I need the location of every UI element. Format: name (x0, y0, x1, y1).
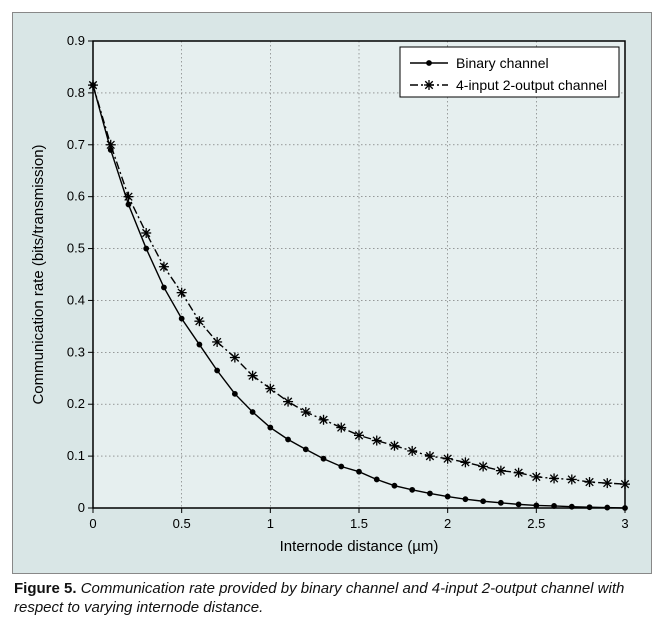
svg-text:2.5: 2.5 (527, 516, 545, 531)
svg-text:2: 2 (444, 516, 451, 531)
figure-panel: 0 0.1 0.2 0.3 0.4 0.5 0.6 0.7 0.8 0.9 0 0.5 1 1.5 2 2.5… (12, 12, 652, 574)
caption-text: Communication rate provided by binary ch… (14, 580, 624, 616)
svg-text:0: 0 (78, 500, 85, 515)
svg-text:0.2: 0.2 (67, 396, 85, 411)
figure-caption: Figure 5. Communication rate provided by… (12, 574, 652, 618)
svg-text:0: 0 (89, 516, 96, 531)
svg-text:0.1: 0.1 (67, 448, 85, 463)
svg-text:0.8: 0.8 (67, 85, 85, 100)
svg-text:4-input 2-output channel: 4-input 2-output channel (456, 77, 607, 93)
svg-text:1: 1 (267, 516, 274, 531)
svg-text:Internode distance (µm): Internode distance (µm) (280, 538, 439, 555)
svg-text:0.6: 0.6 (67, 189, 85, 204)
svg-text:0.7: 0.7 (67, 137, 85, 152)
svg-text:0.4: 0.4 (67, 292, 85, 307)
line-chart: 0 0.1 0.2 0.3 0.4 0.5 0.6 0.7 0.8 0.9 0 0.5 1 1.5 2 2.5… (23, 23, 643, 563)
caption-label: Figure 5. (14, 580, 77, 597)
svg-text:0.9: 0.9 (67, 33, 85, 48)
svg-text:0.5: 0.5 (67, 241, 85, 256)
svg-text:Communication rate (bits/trans: Communication rate (bits/transmission) (30, 144, 47, 404)
svg-text:3: 3 (621, 516, 628, 531)
svg-text:0.5: 0.5 (173, 516, 191, 531)
svg-text:Binary channel: Binary channel (456, 55, 549, 71)
svg-text:1.5: 1.5 (350, 516, 368, 531)
svg-text:0.3: 0.3 (67, 344, 85, 359)
